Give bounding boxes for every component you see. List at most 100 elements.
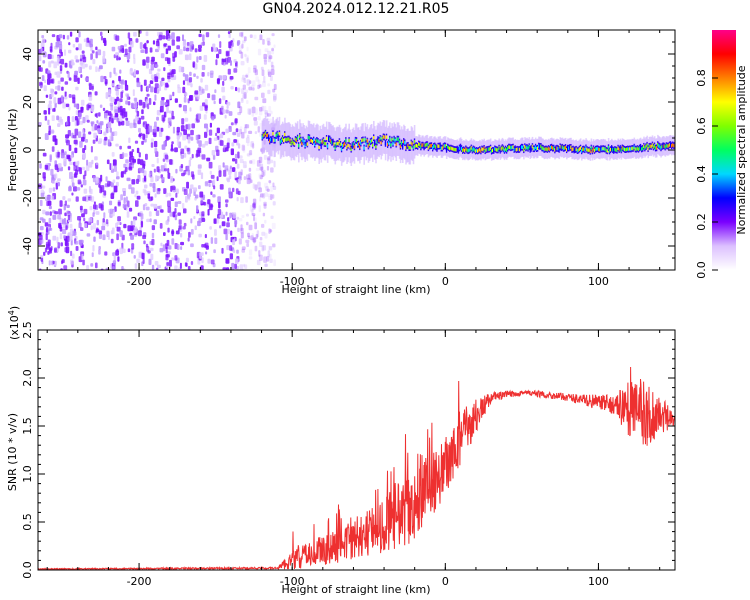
spectrogram-noise-cell [188,159,192,167]
spectrogram-noise-cell [272,185,277,190]
spectrogram-track-core [471,148,474,152]
spectrogram-track-core [508,145,510,149]
spectrogram-noise-cell [83,38,87,43]
spectrogram-noise-cell [88,94,93,101]
spectrogram-noise-cell [197,220,201,227]
spectrogram-track-core [292,141,295,145]
spectrogram-track-core [586,147,588,152]
spectrogram-noise-cell [39,163,42,169]
spectrogram-noise-cell [39,199,43,207]
spectrogram-noise-cell [198,140,202,147]
spectrogram-track-core [667,144,670,148]
spectrogram-noise-cell [152,40,156,45]
spectrogram-noise-cell [92,223,96,230]
spectrogram-noise-cell [164,168,168,172]
spectrogram-noise-cell [43,176,46,182]
spectrogram-track-core [648,144,651,149]
spectrogram-noise-cell [270,194,273,201]
spectrogram-noise-cell [111,83,115,87]
spectrogram-noise-cell [252,105,255,113]
spectrogram-noise-cell [263,59,267,65]
spectrogram-noise-cell [57,123,61,127]
spectrogram-noise-cell [113,165,117,172]
spectrogram-track-core [326,144,329,148]
spectrogram-noise-cell [111,152,115,157]
spectrogram-noise-cell [181,118,185,125]
spectrogram-noise-cell [156,110,161,116]
spectrogram-noise-cell [243,36,247,42]
spectrogram-noise-cell [187,98,190,104]
spectrogram-noise-cell [38,66,41,72]
spectrogram-noise-cell [170,144,174,151]
spectrogram-noise-cell [242,40,246,44]
spectrogram-noise-cell [199,191,204,198]
spectrogram-noise-cell [139,30,142,34]
spectrogram-noise-cell [54,71,57,76]
spectrogram-noise-cell [119,105,123,113]
spectrogram-noise-cell [250,141,254,147]
spectrogram-noise-cell [242,145,246,153]
spectrogram-noise-cell [201,64,206,71]
spectrogram-noise-cell [268,55,273,60]
spectrogram-track-core [497,148,499,152]
spectrogram-noise-cell [217,34,221,39]
spectrogram-noise-cell [211,116,215,121]
spectrogram-noise-cell [257,116,261,121]
spectrogram-noise-cell [204,123,208,129]
spectrogram-noise-cell [261,171,265,178]
spectrogram-noise-cell [223,228,228,235]
spectrogram-track-core [581,149,583,153]
spectrogram-noise-cell [273,84,277,91]
spectrogram-noise-cell [263,256,268,263]
spectrogram-noise-cell [227,31,231,35]
spectrogram-noise-cell [147,250,151,254]
spectrogram-noise-cell [57,214,61,220]
spectrogram-noise-cell [251,209,254,215]
spectrogram-noise-cell [95,176,99,184]
spectrogram-noise-cell [154,140,158,148]
spectrogram-noise-cell [264,182,268,188]
spectrogram-noise-cell [267,193,271,198]
spectrogram-noise-cell [163,102,168,106]
spectrogram-noise-cell [161,35,166,40]
spectrogram-noise-cell [72,43,76,48]
spectrogram-noise-cell [221,247,224,254]
spectrogram-track-core [304,143,306,147]
spectrogram-track-core [419,142,421,147]
spectrogram-noise-cell [82,56,87,63]
spectrogram-noise-cell [232,239,235,246]
spectrogram-track-core [274,138,276,142]
spectrogram-noise-cell [174,201,178,208]
spectrogram-track-core [397,137,400,141]
spectrogram-track-core [447,145,449,149]
spectrogram-noise-cell [226,178,230,183]
spectrogram-noise-cell [178,225,182,230]
spectrogram-track-core [460,146,463,151]
spectrogram-noise-cell [213,100,216,105]
spectrogram-noise-cell [210,270,214,275]
spectrogram-noise-cell [225,109,229,114]
spectrogram-noise-cell [62,34,65,40]
spectrogram-noise-cell [241,31,244,38]
spectrogram-noise-cell [41,75,45,81]
spectrogram-noise-cell [234,219,238,225]
spectrogram-noise-cell [265,186,269,191]
spectrogram-noise-cell [190,243,194,248]
spectrogram-noise-cell [45,233,48,241]
spectrogram-track-core [433,144,435,148]
spectrogram-noise-cell [231,142,235,147]
spectrogram-noise-cell [171,110,174,117]
spectrogram-noise-cell [219,133,224,139]
spectrogram-noise-cell [267,245,271,252]
spectrogram-track-core [417,144,419,148]
spectrogram-noise-cell [246,174,250,180]
spectrogram-noise-cell [67,198,72,202]
spectrogram-track-core [408,145,410,150]
spectrogram-track-core [506,148,508,152]
spectrogram-noise-cell [248,86,253,91]
spectrogram-noise-cell [234,263,237,269]
spectrogram-noise-cell [80,74,83,79]
spectrogram-track-core [657,142,659,147]
spectrogram-noise-cell [267,113,271,117]
spectrogram-noise-cell [39,226,44,231]
